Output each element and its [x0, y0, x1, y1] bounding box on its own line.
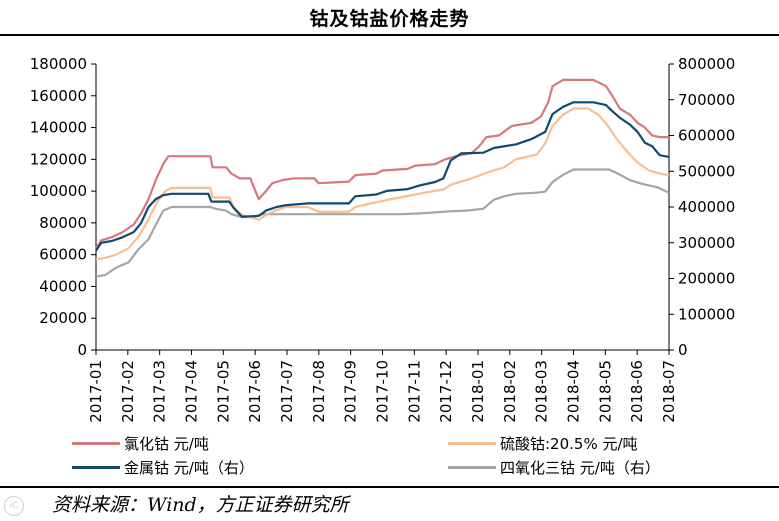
y-left-tick-label: 80000 [39, 214, 87, 232]
x-tick-label: 2018-07 [660, 360, 678, 423]
x-tick-label: 2018-03 [533, 360, 551, 423]
y-right-tick-label: 600000 [678, 127, 735, 145]
y-left-tick-label: 0 [77, 341, 87, 359]
y-left-tick-label: 60000 [39, 246, 87, 264]
source-rule [0, 486, 779, 488]
series-line-0 [95, 78, 669, 249]
series-line-2 [95, 101, 670, 252]
legend-swatch-cobalt-metal [72, 466, 120, 469]
legend-label-cobalt-sulfate: 硫酸钴:20.5% 元/吨 [500, 435, 638, 453]
source-note: 资料来源：Wind，方正证券研究所 [52, 494, 349, 516]
legend-item-cobalt-oxide: 四氧化三钴 元/吨（右） [448, 457, 660, 478]
series-line-1 [95, 107, 670, 261]
legend-item-cobalt-metal: 金属钴 元/吨（右） [72, 457, 254, 478]
legend-swatch-cobalt-sulfate [448, 442, 496, 445]
y-right-tick-label: 0 [678, 341, 688, 359]
x-tick-label: 2017-10 [374, 360, 392, 423]
y-left-tick-label: 180000 [30, 55, 87, 73]
x-tick-label: 2017-05 [214, 360, 232, 423]
x-tick-label: 2017-06 [246, 360, 264, 423]
legend-swatch-cobalt-oxide [448, 466, 496, 469]
y-left-tick-label: 160000 [30, 87, 87, 105]
y-right-tick-label: 800000 [678, 55, 735, 73]
x-tick-label: 2017-01 [87, 360, 105, 423]
y-right-tick-label: 400000 [678, 198, 735, 216]
x-tick-label: 2017-11 [405, 360, 423, 423]
legend-label-cobalt-chloride: 氯化钴 元/吨 [124, 435, 209, 453]
x-tick-label: 2018-01 [469, 360, 487, 423]
y-left-tick-label: 140000 [30, 119, 87, 137]
y-left-tick-label: 100000 [30, 182, 87, 200]
x-tick-label: 2018-04 [565, 360, 583, 423]
legend-swatch-cobalt-chloride [72, 442, 120, 445]
title-rule [0, 34, 779, 36]
y-right-tick-label: 700000 [678, 91, 735, 109]
line-chart: 0 20000 40000 60000 80000 100000 120000 140000 1… [30, 55, 736, 423]
axes: 0 20000 40000 60000 80000 100000 120000 140000 1… [30, 55, 736, 423]
legend-item-cobalt-sulfate: 硫酸钴:20.5% 元/吨 [448, 433, 638, 454]
x-tick-label: 2017-12 [437, 360, 455, 423]
y-right-tick-label: 100000 [678, 305, 735, 323]
y-right-tick-label: 500000 [678, 162, 735, 180]
y-left-tick-label: 40000 [39, 277, 87, 295]
legend-label-cobalt-oxide: 四氧化三钴 元/吨（右） [500, 459, 660, 477]
chart-title: 钴及钴盐价格走势 [309, 8, 470, 30]
x-tick-label: 2017-08 [310, 360, 328, 423]
legend-item-cobalt-chloride: 氯化钴 元/吨 [72, 433, 209, 454]
x-tick-label: 2017-07 [278, 360, 296, 423]
series-line-3 [95, 168, 670, 278]
y-left-tick-label: 20000 [39, 309, 87, 327]
x-tick-label: 2017-09 [342, 360, 360, 423]
x-tick-label: 2018-02 [501, 360, 519, 423]
x-tick-label: 2017-03 [151, 360, 169, 423]
series-layer [95, 78, 670, 278]
x-tick-label: 2018-06 [628, 360, 646, 423]
x-tick-label: 2017-04 [183, 360, 201, 423]
x-tick-label: 2017-02 [119, 360, 137, 423]
x-tick-label: 2018-05 [596, 360, 614, 423]
watermark-logo-icon: iC [4, 496, 24, 516]
y-right-tick-label: 300000 [678, 234, 735, 252]
y-left-tick-label: 120000 [30, 150, 87, 168]
y-right-tick-label: 200000 [678, 270, 735, 288]
legend-label-cobalt-metal: 金属钴 元/吨（右） [124, 459, 254, 477]
